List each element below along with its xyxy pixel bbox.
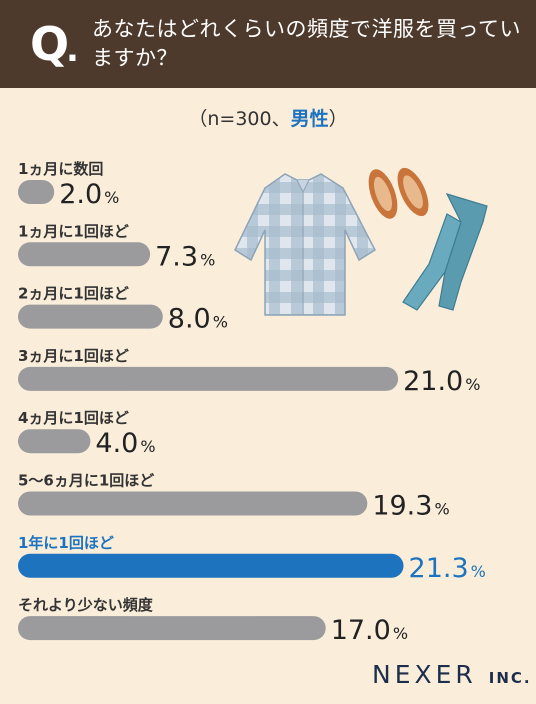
value-label: 21.0% bbox=[403, 366, 480, 397]
category-label: 1ヵ月に数回 bbox=[18, 160, 103, 178]
clothing-illustration bbox=[234, 167, 488, 316]
shirt-icon bbox=[234, 173, 376, 316]
value-label: 8.0% bbox=[168, 304, 228, 335]
sample-suffix: ） bbox=[328, 108, 348, 130]
category-label: 1ヵ月に1回ほど bbox=[18, 222, 129, 240]
sample-gender: 男性 bbox=[290, 108, 329, 130]
bar bbox=[18, 553, 404, 578]
category-label: 3ヵ月に1回ほど bbox=[18, 347, 129, 365]
jeans-icon bbox=[402, 193, 488, 311]
bar bbox=[18, 616, 326, 641]
bar bbox=[18, 429, 91, 454]
shoes-icon bbox=[368, 167, 429, 219]
bar bbox=[18, 242, 151, 267]
question-text: あなたはどれくらいの頻度で洋服を買っていますか？ bbox=[92, 17, 521, 70]
question-header: Q . あなたはどれくらいの頻度で洋服を買っていますか？ bbox=[0, 0, 536, 88]
sample-prefix: （n=300、 bbox=[188, 108, 291, 130]
value-label: 4.0% bbox=[95, 428, 155, 459]
category-label: それより少ない頻度 bbox=[18, 596, 154, 614]
value-label: 7.3% bbox=[155, 241, 215, 272]
q-dot: . bbox=[66, 30, 79, 70]
bar bbox=[18, 491, 368, 516]
value-label: 17.0% bbox=[331, 615, 408, 646]
bar bbox=[18, 366, 399, 391]
logo-suffix: INC. bbox=[488, 669, 532, 687]
bar bbox=[18, 304, 163, 329]
bar bbox=[18, 180, 55, 204]
category-label: 5〜6ヵ月に1回ほど bbox=[18, 472, 154, 490]
logo-main: NEXER bbox=[372, 660, 477, 689]
sample-size-note: （n=300、男性） bbox=[0, 104, 536, 134]
nexer-logo: NEXER INC. bbox=[372, 660, 532, 689]
value-label: 19.3% bbox=[372, 491, 449, 522]
q-mark: Q bbox=[30, 17, 70, 71]
category-label: 2ヵ月に1回ほど bbox=[18, 285, 129, 303]
category-label: 4ヵ月に1回ほど bbox=[18, 409, 129, 427]
category-label: 1年に1回ほど bbox=[18, 534, 114, 552]
value-label: 21.3% bbox=[409, 553, 486, 584]
value-label: 2.0% bbox=[59, 179, 119, 210]
